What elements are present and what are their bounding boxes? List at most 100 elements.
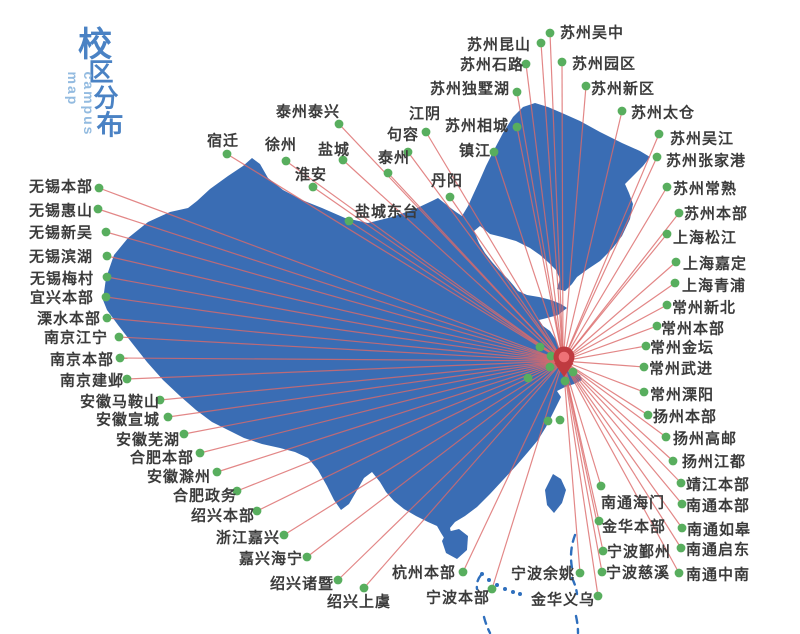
campus-label: 常州溧阳 (649, 386, 715, 404)
campus-label: 镇江 (458, 142, 492, 160)
campus-label: 合肥政务 (172, 487, 238, 505)
campus-label: 上海松江 (672, 229, 738, 247)
campus-label: 安徽马鞍山 (79, 393, 161, 411)
campus-dot (670, 278, 680, 288)
campus-dot (222, 149, 232, 159)
connector-line (561, 61, 564, 362)
campus-label: 苏州昆山 (466, 36, 532, 54)
campus-dot (668, 456, 678, 466)
connector-line (562, 133, 660, 362)
campus-cluster-dot (546, 351, 556, 361)
campus-cluster-dot (568, 367, 578, 377)
connector-line (525, 63, 564, 362)
campus-label: 苏州太仓 (630, 104, 696, 122)
campus-dot (654, 129, 664, 139)
campus-dot (279, 530, 289, 540)
location-pin (553, 346, 575, 377)
campus-label: 无锡滨湖 (28, 248, 94, 266)
connector-line (216, 360, 564, 473)
connector-line (337, 360, 564, 581)
island-dot (511, 590, 515, 594)
campus-dot (593, 591, 603, 601)
campus-dot (195, 448, 205, 458)
campus-label: 南京本部 (49, 351, 115, 369)
campus-label: 泰州泰兴 (275, 103, 341, 121)
campus-label: 苏州吴中 (559, 24, 625, 42)
campus-dot (212, 467, 222, 477)
campus-label: 绍兴上虞 (326, 593, 392, 611)
connector-line (106, 255, 564, 362)
connector-line (562, 360, 683, 529)
campus-dot (359, 583, 369, 593)
campus-dot (308, 182, 318, 192)
campus-cluster-dot (560, 376, 570, 386)
campus-label: 安徽滁州 (146, 468, 212, 486)
campus-cluster-dot (535, 342, 545, 352)
campus-dot (662, 300, 672, 310)
campus-label: 苏州吴江 (669, 130, 735, 148)
campus-dot (674, 568, 684, 578)
connector-line (407, 151, 564, 362)
campus-cluster-dot (555, 415, 565, 425)
campus-dot (101, 227, 111, 237)
connector-line (312, 186, 564, 362)
campus-dot (114, 332, 124, 342)
connector-line (562, 186, 668, 362)
campus-dot (122, 374, 132, 384)
connector-line (98, 187, 564, 362)
connector-line (562, 304, 668, 362)
campus-dot (652, 321, 662, 331)
connector-line (562, 233, 668, 362)
campus-label: 安徽芜湖 (115, 431, 181, 449)
campus-dot (643, 410, 653, 420)
campus-dot (641, 341, 651, 351)
campus-label: 宁波鄞州 (606, 543, 672, 561)
connector-line (256, 360, 564, 512)
connector-line (183, 360, 564, 435)
connector-line (540, 42, 564, 362)
connector-line (562, 360, 603, 573)
logo-char: 布 (96, 110, 124, 141)
campus-label: 南京江宁 (43, 329, 109, 347)
campus-dot (597, 567, 607, 577)
campus-dot (487, 584, 497, 594)
campus-dot (163, 412, 173, 422)
campus-label: 上海青浦 (681, 277, 747, 295)
campus-label: 南通海门 (600, 494, 666, 512)
campus-dot (536, 38, 546, 48)
logo-subtitle: campus map (65, 71, 97, 137)
campus-dot (594, 516, 604, 526)
island-dot (503, 587, 507, 591)
campus-dot (232, 486, 242, 496)
campus-dot (102, 251, 112, 261)
campus-label: 绍兴本部 (190, 507, 256, 525)
connector-line (106, 317, 564, 362)
campus-dot (102, 272, 112, 282)
connector-line (562, 360, 680, 574)
connector-line (97, 208, 564, 362)
campus-label: 苏州园区 (571, 55, 637, 73)
campus-label: 扬州江都 (681, 453, 747, 471)
coastal-islands (480, 572, 522, 596)
campus-dot (281, 156, 291, 166)
campus-label: 盐城 (317, 141, 351, 159)
connector-line (562, 360, 645, 368)
campus-dot (334, 119, 344, 129)
taiwan-island-shape (545, 474, 566, 513)
campus-label: 宜兴本部 (29, 289, 95, 307)
campus-label: 无锡惠山 (28, 202, 94, 220)
campus-dot (155, 395, 165, 405)
connector-line (126, 360, 564, 380)
campus-dot (94, 183, 104, 193)
connector-line (167, 360, 564, 418)
campus-dot (521, 59, 531, 69)
campus-dot (344, 216, 354, 226)
connector-line (562, 360, 645, 393)
island-dot (487, 578, 491, 582)
campus-label: 宁波余姚 (510, 565, 576, 583)
campus-dot (545, 28, 555, 38)
campus-dot (598, 546, 608, 556)
campus-dot (617, 106, 627, 116)
campus-dot (383, 168, 393, 178)
